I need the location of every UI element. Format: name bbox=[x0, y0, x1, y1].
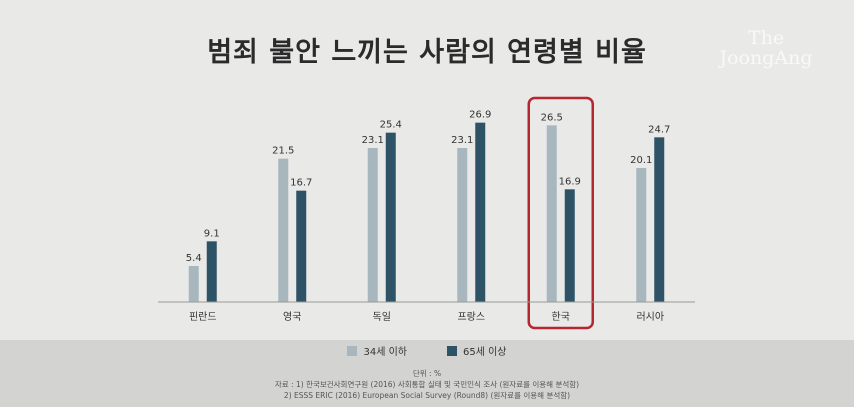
source-line-1: 자료 : 1) 한국보건사회연구원 (2016) 사회통합 실태 및 국민인식 … bbox=[274, 380, 580, 389]
bar-1-2 bbox=[278, 158, 289, 302]
bar-2-5 bbox=[564, 189, 575, 302]
data-label-1-6: 20.1 bbox=[630, 155, 652, 166]
category-label-3: 독일 bbox=[373, 311, 391, 323]
footer-background bbox=[0, 340, 854, 407]
source-notes: 단위 : % 자료 : 1) 한국보건사회연구원 (2016) 사회통합 실태 … bbox=[0, 368, 854, 401]
bar-2-4 bbox=[475, 122, 486, 303]
data-label-2-4: 26.9 bbox=[469, 110, 491, 121]
highlight-box bbox=[527, 96, 594, 330]
bar-2-6 bbox=[654, 137, 665, 302]
joongang-watermark-logo: The JoongAng bbox=[716, 28, 816, 68]
data-label-1-5: 26.5 bbox=[541, 112, 563, 123]
bar-2-3 bbox=[385, 132, 396, 302]
data-label-2-2: 16.7 bbox=[290, 178, 312, 189]
bar-1-1 bbox=[188, 266, 199, 302]
category-label-4: 프랑스 bbox=[457, 311, 485, 323]
bar-1-4 bbox=[457, 148, 468, 302]
watermark-line-2: JoongAng bbox=[719, 47, 813, 69]
chart-legend: 34세 이하 65세 이상 bbox=[0, 343, 854, 358]
data-label-1-3: 23.1 bbox=[362, 135, 384, 146]
bar-2-1 bbox=[206, 241, 217, 302]
bar-2-2 bbox=[296, 190, 307, 302]
bar-1-5 bbox=[546, 125, 557, 302]
category-label-2: 영국 bbox=[283, 311, 301, 323]
data-label-1-4: 23.1 bbox=[451, 135, 473, 146]
category-label-1: 핀란드 bbox=[189, 311, 217, 323]
legend-label-series-2: 65세 이상 bbox=[463, 347, 507, 358]
source-line-2: 2) ESSS ERIC (2016) European Social Surv… bbox=[283, 391, 571, 400]
legend-item-series-1: 34세 이하 bbox=[347, 343, 407, 358]
chart-title: 범죄 불안 느끼는 사람의 연령별 비율 bbox=[207, 37, 647, 68]
watermark-line-1: The bbox=[747, 27, 785, 49]
legend-item-series-2: 65세 이상 bbox=[447, 343, 507, 358]
category-label-6: 러시아 bbox=[636, 311, 664, 323]
legend-swatch-series-2 bbox=[447, 345, 457, 356]
bar-1-6 bbox=[636, 168, 647, 302]
data-label-2-6: 24.7 bbox=[648, 124, 670, 135]
data-label-2-5: 16.9 bbox=[559, 176, 581, 187]
bar-1-3 bbox=[367, 148, 378, 302]
legend-swatch-series-1 bbox=[347, 345, 358, 356]
data-label-2-1: 9.1 bbox=[204, 228, 220, 239]
bar-chart: 5.4 9.1 핀란드 21.5 16.7 영국 23.1 25.4 독일 23.1 26.9 프랑스… bbox=[158, 96, 695, 330]
data-label-1-1: 5.4 bbox=[186, 253, 202, 264]
data-label-2-3: 25.4 bbox=[380, 120, 402, 131]
unit-note: 단위 : % bbox=[412, 369, 442, 378]
legend-label-series-1: 34세 이하 bbox=[363, 347, 407, 358]
category-label-5: 한국 bbox=[552, 311, 570, 323]
data-label-1-2: 21.5 bbox=[272, 146, 294, 157]
